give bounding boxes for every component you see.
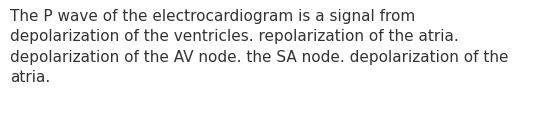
Text: The P wave of the electrocardiogram is a signal from
depolarization of the ventr: The P wave of the electrocardiogram is a…	[10, 9, 508, 85]
